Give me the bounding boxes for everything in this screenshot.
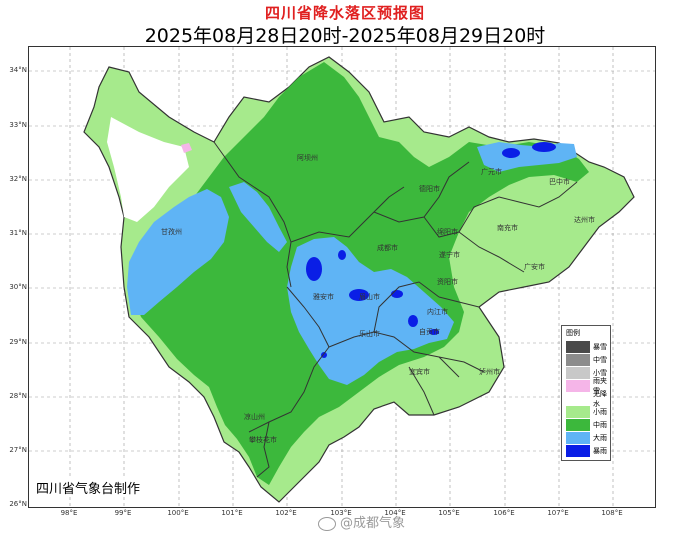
legend-swatch: [566, 340, 590, 353]
lon-label: 100°E: [167, 509, 189, 517]
city-label: 阿坝州: [297, 154, 318, 162]
city-label: 达州市: [574, 216, 595, 224]
lat-label: 34°N: [9, 66, 27, 74]
lat-label: 29°N: [9, 338, 27, 346]
lat-label: 27°N: [9, 446, 27, 454]
legend-label: 中雪: [593, 355, 607, 364]
city-label: 内江市: [427, 308, 448, 316]
city-label: 雅安市: [313, 293, 334, 301]
heavy-rain-north: [229, 182, 287, 252]
city-label: 巴中市: [549, 178, 570, 186]
legend-item: 大雨: [562, 431, 610, 444]
map-legend: 图例 暴雪 中雪 小雪 雨夹雪 无降水 小雨 中雨 大雨 暴雨: [561, 325, 611, 461]
city-label: 广元市: [481, 168, 502, 176]
city-label: 甘孜州: [161, 228, 182, 236]
lat-label: 31°N: [9, 229, 27, 237]
city-label: 攀枝花市: [249, 436, 277, 444]
legend-swatch: [566, 418, 590, 431]
heavy-rain-west: [127, 189, 229, 315]
legend-swatch: [566, 353, 590, 366]
city-label: 乐山市: [359, 330, 380, 338]
legend-swatch: [566, 431, 590, 444]
legend-swatch: [566, 379, 590, 392]
forecast-period: 2025年08月28日20时-2025年08月29日20时: [144, 25, 546, 47]
city-label: 南充市: [497, 224, 518, 232]
city-label: 宜宾市: [409, 368, 430, 376]
city-label: 自贡市: [419, 328, 440, 336]
legend-label: 小雨: [593, 407, 607, 416]
legend-label: 暴雪: [593, 342, 607, 351]
city-label: 资阳市: [437, 278, 458, 286]
lat-label: 28°N: [9, 392, 27, 400]
weibo-icon: [318, 516, 336, 531]
city-label: 眉山市: [359, 293, 380, 301]
legend-title: 图例: [566, 329, 580, 337]
lon-label: 106°E: [493, 509, 515, 517]
sleet-area: [181, 143, 192, 153]
city-label: 凉山州: [244, 413, 265, 421]
precipitation-map: 阿坝州 甘孜州 成都市 德阳市 绵阳市 广元市 巴中市 达州市 南充市 遂宁市 …: [28, 46, 656, 508]
legend-item: 中雨: [562, 418, 610, 431]
city-label: 成都市: [377, 244, 398, 252]
lon-label: 98°E: [60, 509, 78, 517]
lon-label: 99°E: [114, 509, 132, 517]
legend-label: 大雨: [593, 433, 607, 442]
legend-item: 暴雨: [562, 444, 610, 457]
legend-item: 无降水: [562, 390, 610, 408]
lon-label: 102°E: [275, 509, 297, 517]
legend-label: 小雪: [593, 368, 607, 377]
legend-item: 雨夹雪: [562, 377, 610, 395]
lat-label: 26°N: [9, 500, 27, 508]
city-label: 遂宁市: [439, 251, 460, 259]
city-label: 泸州市: [479, 368, 500, 376]
legend-swatch: [566, 366, 590, 379]
legend-item: 小雨: [562, 405, 610, 418]
watermark: @成都气象: [318, 512, 405, 531]
city-label: 德阳市: [419, 185, 440, 193]
legend-item: 小雪: [562, 366, 610, 379]
city-label: 绵阳市: [437, 228, 458, 236]
prefecture-boundaries: [213, 141, 578, 478]
lon-label: 101°E: [221, 509, 243, 517]
producer-credit: 四川省气象台制作: [34, 478, 143, 497]
lat-label: 32°N: [9, 175, 27, 183]
lon-label: 103°E: [330, 509, 352, 517]
legend-swatch: [566, 392, 590, 405]
legend-label: 雨夹雪: [593, 376, 607, 395]
legend-label: 暴雨: [593, 446, 607, 455]
lat-label: 33°N: [9, 121, 27, 129]
lon-label: 104°E: [384, 509, 406, 517]
map-title: 四川省降水落区预报图: [264, 4, 425, 22]
lon-label: 107°E: [547, 509, 569, 517]
lon-label: 108°E: [601, 509, 623, 517]
legend-item: 暴雪: [562, 340, 610, 353]
legend-label: 无降水: [593, 389, 607, 408]
legend-label: 中雨: [593, 420, 607, 429]
watermark-text: @成都气象: [340, 516, 406, 531]
lon-label: 105°E: [438, 509, 460, 517]
lat-label: 30°N: [9, 283, 27, 291]
city-label: 广安市: [524, 263, 545, 271]
legend-item: 中雪: [562, 353, 610, 366]
no-precip-area: [107, 117, 189, 222]
legend-swatch: [566, 444, 590, 457]
legend-swatch: [566, 405, 590, 418]
map-canvas: [29, 47, 655, 507]
